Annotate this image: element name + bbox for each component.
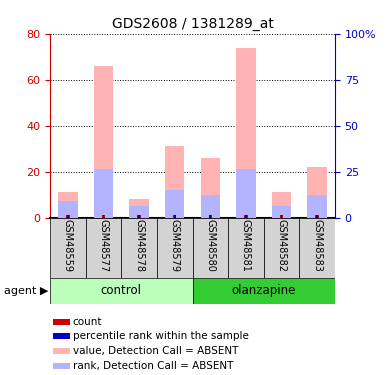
Bar (281, 215, 283, 217)
Bar (58, 192, 78, 217)
Bar (244, 215, 248, 217)
Text: GSM48578: GSM48578 (134, 219, 144, 272)
Text: GSM48559: GSM48559 (63, 219, 73, 272)
Bar (102, 215, 104, 217)
Bar (173, 215, 176, 217)
Text: percentile rank within the sample: percentile rank within the sample (73, 332, 249, 342)
Title: GDS2608 / 1381289_at: GDS2608 / 1381289_at (112, 17, 273, 32)
Bar (53, 333, 70, 339)
Bar (174, 215, 176, 217)
Bar (300, 217, 335, 278)
Text: count: count (73, 317, 102, 327)
Bar (192, 217, 228, 278)
Bar (50, 278, 192, 304)
Text: GSM48583: GSM48583 (312, 219, 322, 272)
Bar (58, 201, 78, 217)
Text: rank, Detection Call = ABSENT: rank, Detection Call = ABSENT (73, 362, 233, 372)
Text: GSM48579: GSM48579 (170, 219, 180, 272)
Bar (264, 217, 300, 278)
Bar (201, 195, 220, 217)
Bar (129, 199, 149, 217)
Bar (228, 217, 264, 278)
Bar (201, 158, 220, 218)
Bar (121, 217, 157, 278)
Bar (272, 192, 291, 217)
Bar (50, 217, 85, 278)
Bar (138, 215, 140, 217)
Text: GSM48580: GSM48580 (205, 219, 215, 272)
Bar (315, 215, 319, 217)
Bar (53, 363, 70, 369)
Bar (53, 319, 70, 325)
Text: GSM48582: GSM48582 (276, 219, 286, 272)
Text: olanzapine: olanzapine (231, 284, 296, 297)
Bar (67, 215, 69, 217)
Bar (236, 48, 256, 217)
Bar (66, 215, 70, 217)
Text: agent ▶: agent ▶ (4, 286, 48, 296)
Bar (209, 215, 212, 217)
Bar (272, 206, 291, 218)
Bar (165, 190, 184, 217)
Bar (307, 195, 327, 217)
Bar (137, 215, 141, 217)
Bar (165, 146, 184, 218)
Bar (209, 215, 211, 217)
Text: control: control (101, 284, 142, 297)
Bar (157, 217, 192, 278)
Bar (316, 215, 318, 217)
Text: GSM48581: GSM48581 (241, 219, 251, 272)
Bar (94, 169, 113, 217)
Text: GSM48577: GSM48577 (99, 219, 109, 272)
Bar (280, 215, 283, 217)
Bar (102, 215, 105, 217)
Bar (94, 66, 113, 218)
Bar (307, 167, 327, 218)
Bar (129, 206, 149, 218)
Bar (53, 348, 70, 354)
Bar (85, 217, 121, 278)
Bar (236, 169, 256, 217)
Text: value, Detection Call = ABSENT: value, Detection Call = ABSENT (73, 346, 238, 356)
Bar (192, 278, 335, 304)
Bar (245, 215, 247, 217)
